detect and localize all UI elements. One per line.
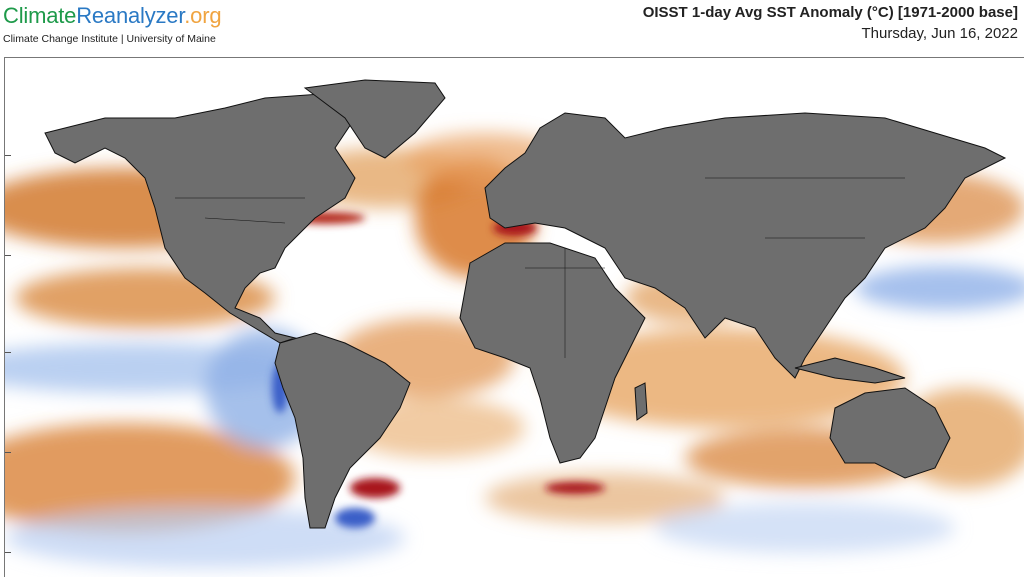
map-title: OISST 1-day Avg SST Anomaly (°C) [1971-2…: [642, 4, 1018, 21]
south-america: [274, 332, 411, 529]
country-borders: [175, 177, 905, 358]
australia: [829, 387, 951, 479]
eurasia: [484, 112, 1007, 379]
lat-tick: [5, 255, 11, 256]
lat-tick: [5, 352, 11, 353]
map-canvas: [0, 58, 1024, 577]
africa: [459, 242, 646, 464]
logo-text-climate: Climate: [3, 3, 77, 28]
map-date: Thursday, Jun 16, 2022: [861, 25, 1019, 42]
institute-subtitle: Climate Change Institute | University of…: [3, 33, 216, 45]
lat-tick: [5, 552, 11, 553]
land-masses: [44, 79, 1007, 529]
sst-anomaly-map[interactable]: [0, 57, 1024, 577]
logo-text-reanalyzer: Reanalyzer: [76, 3, 185, 28]
lat-tick: [5, 155, 11, 156]
logo-text-org: .org: [184, 3, 222, 28]
lat-tick: [5, 452, 11, 453]
madagascar: [634, 382, 648, 421]
climate-reanalyzer-logo[interactable]: ClimateReanalyzer.org: [3, 3, 222, 29]
maritime-asia: [794, 357, 906, 384]
greenland: [303, 79, 446, 159]
